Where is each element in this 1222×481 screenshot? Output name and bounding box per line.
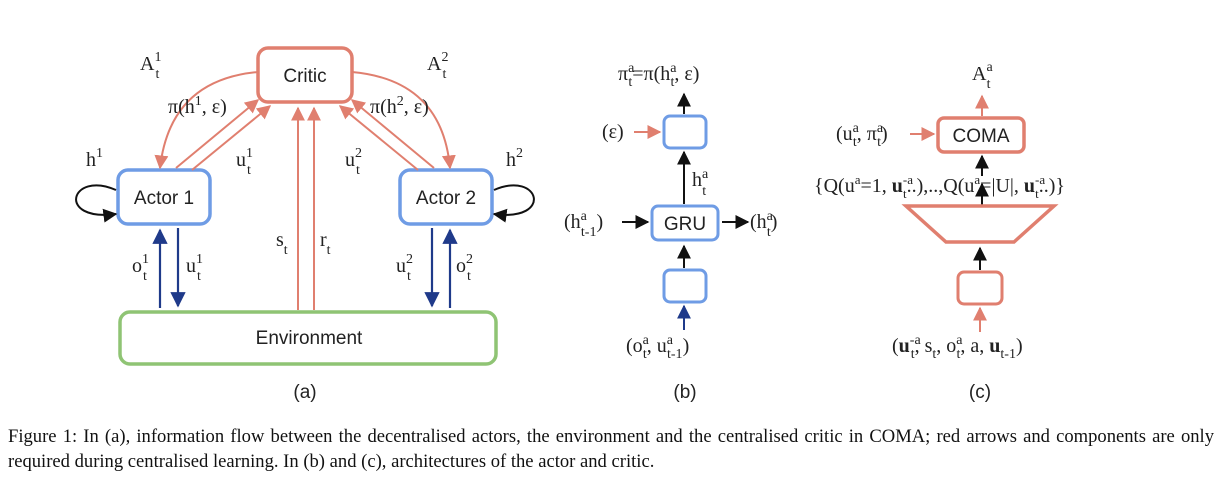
- c-input-label: (u-a t, st, oa t, a, ut-1): [892, 333, 1023, 362]
- hidden-out-label: ha t: [692, 167, 709, 199]
- policy2-label: π(h2, ε): [370, 94, 429, 118]
- action1-arrow: [191, 105, 272, 171]
- advantage1-arrow: [154, 71, 259, 170]
- panel-a-label: (a): [293, 382, 316, 403]
- panel-b: πa t=π(ha t, ε) (ε) ha t GRU (ha t-1) (ha t) …: [564, 61, 777, 403]
- hidden2-label: h2: [506, 146, 523, 171]
- panel-c-label: (c): [969, 382, 991, 403]
- hidden1-label: h1: [86, 146, 103, 171]
- obs2-label: o2 t: [456, 252, 473, 284]
- gru-box: [650, 204, 720, 242]
- obs1-label: o1 t: [132, 252, 149, 284]
- b-output-layer: [662, 114, 708, 150]
- coma-label: COMA: [953, 126, 1010, 147]
- critic-network-trapezoid: [901, 204, 1059, 244]
- coma-architecture-figure: Critic Actor 1 Actor 2 Environment A1 t A…: [75, 46, 1065, 403]
- action2-up-label: u2 t: [345, 146, 362, 178]
- b-input-label: (oa t, ua t-1): [626, 333, 689, 362]
- critic-label: Critic: [283, 66, 326, 87]
- act1-down-label: u1 t: [186, 252, 203, 284]
- panel-c: Aa t COMA (ua t, πa t) {Q(ua=1, u-a t..),..,…: [814, 60, 1065, 403]
- advantage2-arrow: [351, 71, 456, 170]
- figure-caption: Figure 1: In (a), information flow betwe…: [8, 426, 1214, 472]
- c-input-layer: [956, 270, 1004, 306]
- panel-a: Critic Actor 1 Actor 2 Environment A1 t A…: [75, 46, 535, 403]
- environment-box: [118, 310, 498, 366]
- panel-b-label: (b): [673, 382, 696, 403]
- actor1-label: Actor 1: [134, 188, 194, 209]
- action1-up-label: u1 t: [236, 146, 253, 178]
- advantage2-label: A2 t: [427, 50, 448, 82]
- policy2-arrow: [350, 99, 435, 169]
- coma-input-label: (ua t, πa t): [836, 121, 888, 150]
- actor2-box: [398, 168, 494, 226]
- hnext-label: (ha t): [750, 209, 777, 240]
- actor2-label: Actor 2: [416, 188, 476, 209]
- hidden1-loop: [75, 184, 118, 223]
- reward-label: rt: [320, 229, 331, 258]
- advantage1-label: A1 t: [140, 50, 161, 82]
- act2-down-label: u2 t: [396, 252, 413, 284]
- policy1-arrow: [175, 99, 260, 169]
- b-input-layer: [662, 268, 708, 304]
- c-advantage-label: Aa t: [972, 60, 993, 92]
- coma-box: [936, 116, 1026, 154]
- actor1-box: [116, 168, 212, 226]
- policy1-label: π(h1, ε): [168, 94, 227, 118]
- eps-label: (ε): [602, 121, 624, 143]
- action2-arrow: [338, 105, 419, 171]
- actor-output-label: πa t=π(ha t, ε): [618, 61, 699, 90]
- hprev-label: (ha t-1): [564, 209, 603, 240]
- q-values-label: {Q(ua=1, u-a t..),..,Q(ua=|U|, u-a t..)}: [814, 172, 1065, 201]
- environment-label: Environment: [256, 328, 363, 349]
- gru-label: GRU: [664, 214, 706, 235]
- state-label: st: [276, 229, 288, 258]
- critic-box: [256, 46, 354, 104]
- hidden2-loop: [492, 184, 535, 223]
